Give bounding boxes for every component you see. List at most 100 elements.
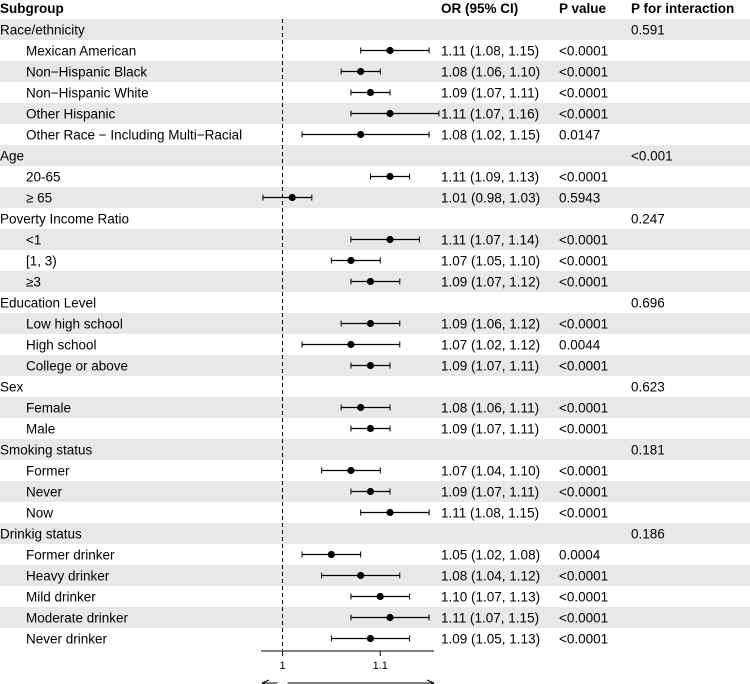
or-ci-value: 1.10 (1.07, 1.13) xyxy=(441,590,540,605)
p-value: 0.0147 xyxy=(559,128,600,143)
point-estimate xyxy=(327,550,335,559)
subgroup-label: College or above xyxy=(26,359,128,374)
point-estimate xyxy=(288,193,296,202)
row-stripe xyxy=(0,19,750,40)
point-estimate xyxy=(357,67,365,76)
subgroup-label: Never drinker xyxy=(26,632,108,647)
header-or-ci: OR (95% CI) xyxy=(441,1,518,16)
or-ci-value: 1.08 (1.06, 1.10) xyxy=(441,65,540,80)
or-ci-value: 1.07 (1.04, 1.10) xyxy=(441,464,540,479)
point-estimates xyxy=(288,46,394,643)
p-value: <0.0001 xyxy=(559,359,608,374)
point-estimate xyxy=(366,88,375,97)
subgroup-label: Mild drinker xyxy=(26,590,96,605)
point-estimate xyxy=(357,403,365,412)
point-estimate xyxy=(347,466,355,475)
or-ci-value: 1.11 (1.07, 1.16) xyxy=(441,107,539,122)
row-stripe xyxy=(0,145,750,166)
point-estimate xyxy=(386,613,394,622)
row-stripe xyxy=(0,187,750,208)
group-label: Race/ethnicity xyxy=(0,23,85,38)
p-value: 0.0044 xyxy=(559,338,601,353)
row-stripe xyxy=(0,439,750,460)
or-ci-value: 1.09 (1.07, 1.11) xyxy=(441,422,539,437)
p-value: <0.0001 xyxy=(559,275,608,290)
subgroup-label: Mexican American xyxy=(26,44,136,59)
p-value: <0.0001 xyxy=(559,506,608,521)
subgroup-label: Heavy drinker xyxy=(26,569,110,584)
header-p-interaction: P for interaction xyxy=(631,1,734,16)
subgroup-label: Never xyxy=(26,485,63,500)
subgroup-label: Now xyxy=(26,506,53,521)
group-label: Smoking status xyxy=(0,443,93,458)
point-estimate xyxy=(386,46,394,55)
or-ci-value: 1.09 (1.07, 1.11) xyxy=(441,485,539,500)
p-interaction-value: <0.001 xyxy=(631,149,673,164)
header-p-value: P value xyxy=(559,1,607,16)
p-interaction-value: 0.181 xyxy=(631,443,665,458)
row-labels: Race/ethnicity 0.591 Mexican American 1.11 … xyxy=(0,23,673,647)
or-ci-value: 1.08 (1.02, 1.15) xyxy=(441,128,540,143)
or-ci-value: 1.11 (1.07, 1.15) xyxy=(441,611,539,626)
x-tick-label: 1 xyxy=(279,660,285,672)
group-label: Drinkig status xyxy=(0,527,82,542)
group-label: Poverty Income Ratio xyxy=(0,212,129,227)
p-value: <0.0001 xyxy=(559,590,608,605)
point-estimate xyxy=(386,235,394,244)
point-estimate xyxy=(386,109,394,118)
point-estimate xyxy=(366,277,375,286)
subgroup-label: Non−Hispanic Black xyxy=(26,65,147,80)
column-headers: Subgroup OR (95% CI) P value P for inter… xyxy=(0,1,734,16)
row-stripe xyxy=(0,523,750,544)
group-label: Sex xyxy=(0,380,24,395)
group-label: Education Level xyxy=(0,296,96,311)
subgroup-label: Moderate drinker xyxy=(26,611,129,626)
p-value: <0.0001 xyxy=(559,86,608,101)
p-value: <0.0001 xyxy=(559,317,608,332)
p-interaction-value: 0.591 xyxy=(631,23,665,38)
p-value: <0.0001 xyxy=(559,485,608,500)
p-interaction-value: 0.186 xyxy=(631,527,665,542)
p-value: <0.0001 xyxy=(559,107,608,122)
subgroup-label: Other Race − Including Multi−Racial xyxy=(26,128,242,143)
or-ci-value: 1.11 (1.08, 1.15) xyxy=(441,44,539,59)
p-value: 0.5943 xyxy=(559,191,600,206)
p-value: <0.0001 xyxy=(559,611,608,626)
subgroup-label: [1, 3) xyxy=(26,254,57,269)
subgroup-label: Former xyxy=(26,464,70,479)
or-ci-value: 1.07 (1.02, 1.12) xyxy=(441,338,540,353)
or-ci-value: 1.08 (1.04, 1.12) xyxy=(441,569,540,584)
p-value: <0.0001 xyxy=(559,44,608,59)
p-interaction-value: 0.623 xyxy=(631,380,665,395)
header-subgroup: Subgroup xyxy=(0,1,64,16)
subgroup-label: ≥ 65 xyxy=(26,191,52,206)
point-estimate xyxy=(347,340,355,349)
p-value: <0.0001 xyxy=(559,65,608,80)
p-value: <0.0001 xyxy=(559,254,608,269)
point-estimate xyxy=(386,172,394,181)
p-value: <0.0001 xyxy=(559,632,608,647)
or-ci-value: 1.11 (1.07, 1.14) xyxy=(441,233,539,248)
p-value: <0.0001 xyxy=(559,569,608,584)
or-ci-value: 1.01 (0.98, 1.03) xyxy=(441,191,540,206)
subgroup-label: ≥3 xyxy=(26,275,41,290)
point-estimate xyxy=(376,592,384,601)
p-value: <0.0001 xyxy=(559,233,608,248)
subgroup-label: Low high school xyxy=(26,317,123,332)
point-estimate xyxy=(366,361,375,370)
p-interaction-value: 0.696 xyxy=(631,296,665,311)
point-estimate xyxy=(386,508,394,517)
point-estimate xyxy=(347,256,355,265)
or-ci-value: 1.09 (1.07, 1.12) xyxy=(441,275,540,290)
subgroup-label: Non−Hispanic White xyxy=(26,86,149,101)
p-value: <0.0001 xyxy=(559,170,608,185)
subgroup-label: Male xyxy=(26,422,55,437)
group-label: Age xyxy=(0,149,24,164)
point-estimate xyxy=(366,634,375,643)
p-value: <0.0001 xyxy=(559,401,608,416)
subgroup-label: Other Hispanic xyxy=(26,107,116,122)
p-value: 0.0004 xyxy=(559,548,601,563)
subgroup-label: Female xyxy=(26,401,71,416)
p-interaction-value: 0.247 xyxy=(631,212,665,227)
